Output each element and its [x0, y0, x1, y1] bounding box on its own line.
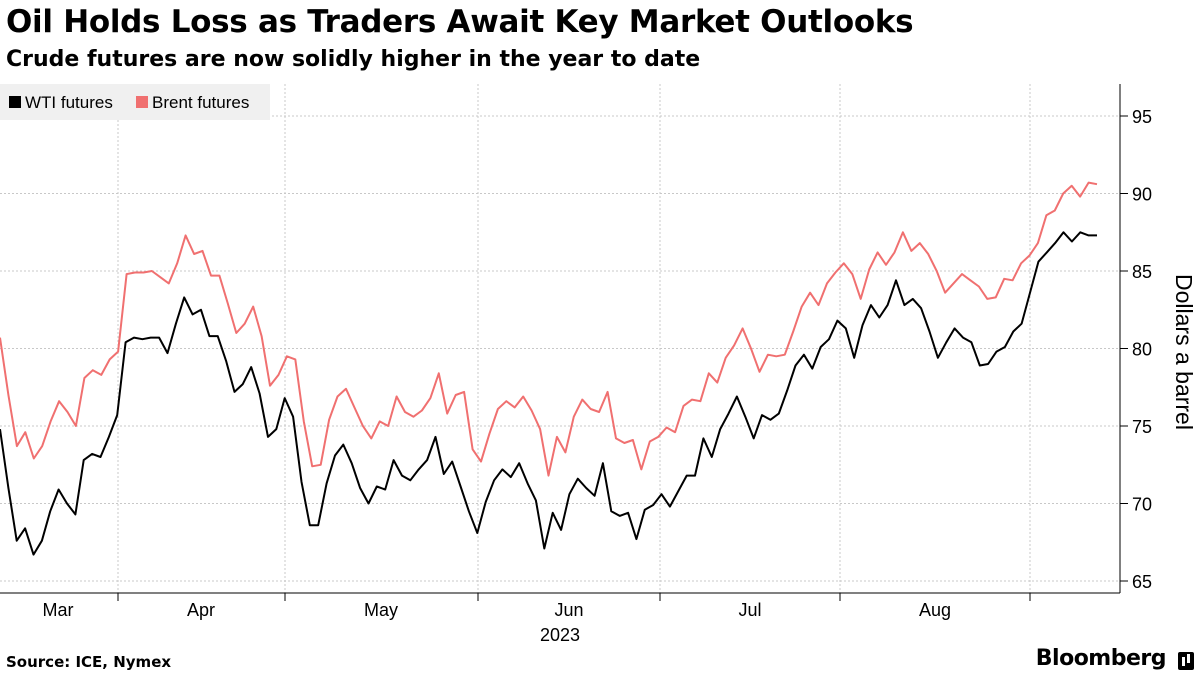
legend-label-wti: WTI futures [25, 93, 113, 112]
source-note: Source: ICE, Nymex [6, 653, 172, 671]
axis-layer: 65 70 75 80 85 90 95 Mar Apr May Jun Jul Aug [0, 84, 1152, 620]
legend: WTI futures Brent futures [0, 84, 270, 120]
x-tick-label: Jun [554, 600, 583, 620]
series-layer [0, 181, 1098, 556]
legend-background [0, 84, 270, 120]
y-tick-label: 70 [1132, 495, 1152, 515]
legend-label-brent: Brent futures [152, 93, 249, 112]
y-tick-label: 80 [1132, 340, 1152, 360]
y-tick-label: 65 [1132, 572, 1152, 592]
x-axis-year-label: 2023 [540, 625, 580, 645]
series-line-wti [0, 231, 1097, 556]
x-tick-label: Mar [43, 600, 74, 620]
series-line-brent [0, 181, 1098, 477]
y-axis-title: Dollars a barrel [1171, 274, 1197, 430]
x-tick-label: Jul [738, 600, 761, 620]
bloomberg-terminal-icon [1178, 652, 1194, 670]
legend-swatch-brent [136, 96, 148, 108]
x-tick-label: Apr [187, 600, 215, 620]
x-tick-label: Aug [919, 600, 951, 620]
y-tick-label: 95 [1132, 107, 1152, 127]
chart-subtitle: Crude futures are now solidly higher in … [6, 47, 701, 72]
y-tick-label: 90 [1132, 185, 1152, 205]
x-tick-label: May [364, 600, 398, 620]
legend-swatch-wti [9, 96, 21, 108]
y-tick-label: 75 [1132, 417, 1152, 437]
chart-title: Oil Holds Loss as Traders Await Key Mark… [6, 4, 914, 40]
bloomberg-logo: Bloomberg [1035, 646, 1167, 671]
y-tick-label: 85 [1132, 262, 1152, 282]
grid-layer [0, 84, 1120, 593]
